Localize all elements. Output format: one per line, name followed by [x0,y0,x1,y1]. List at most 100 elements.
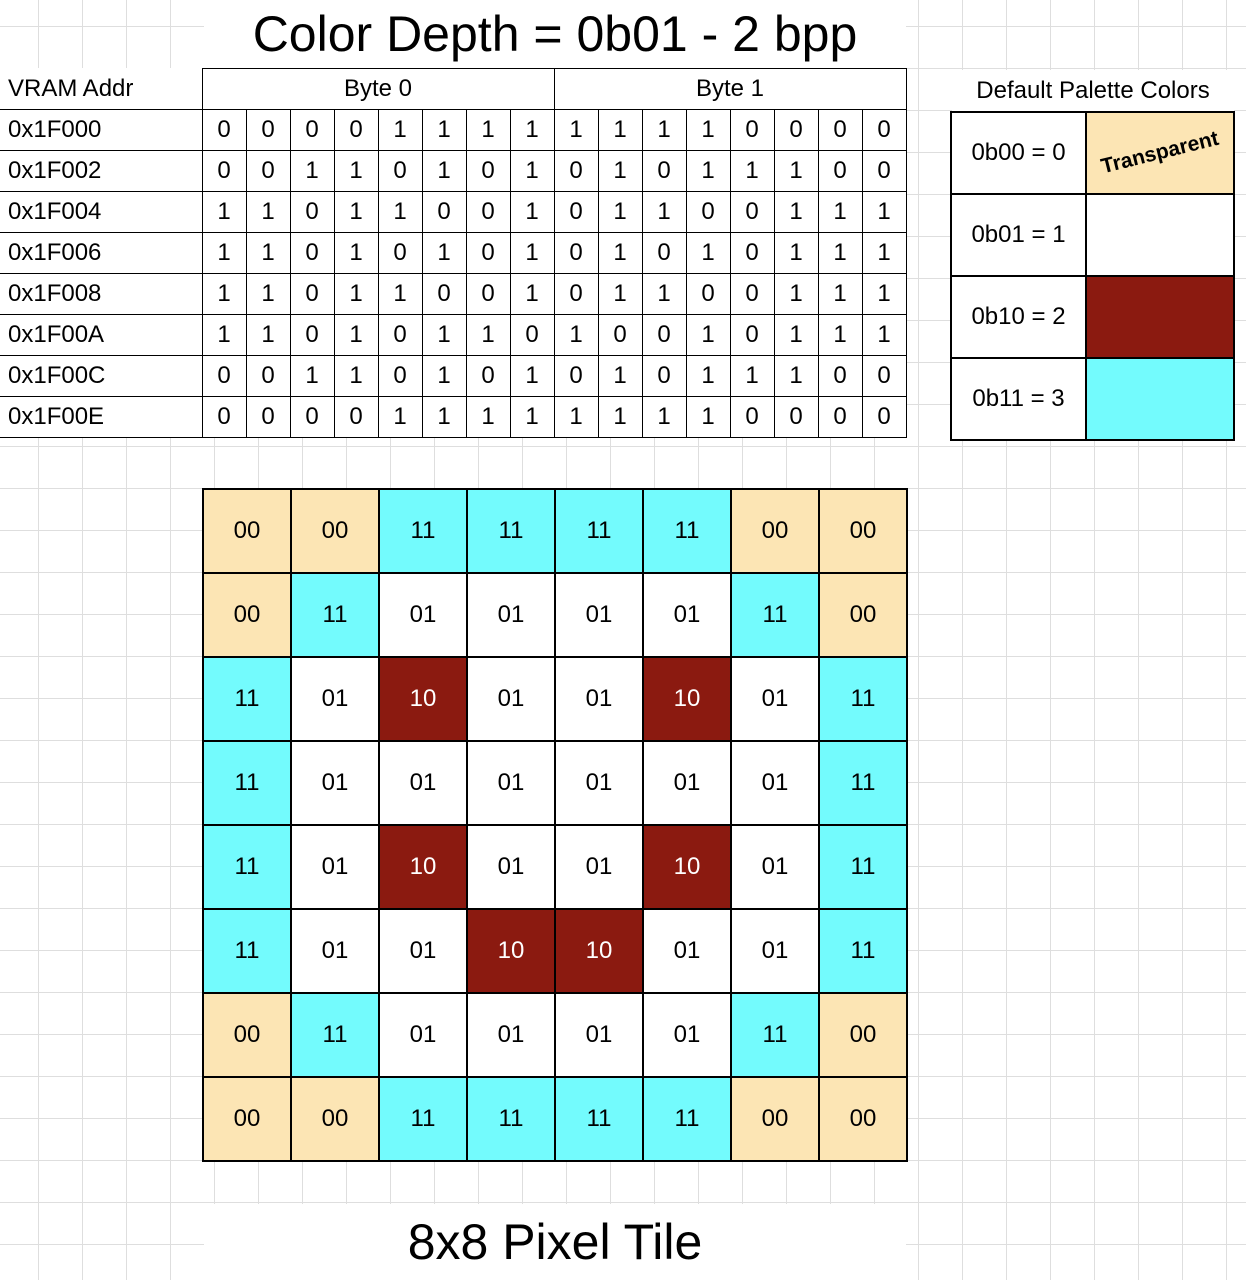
pixel-cell: 01 [730,908,820,994]
bit-cell: 1 [509,150,555,192]
bit-cell: 1 [289,150,335,192]
palette-entry: 0b00 = 0 Transparent [950,111,1235,195]
bit-cell: 0 [729,314,775,356]
bit-cell: 1 [597,191,643,233]
pixel-cell: 11 [378,1076,468,1162]
bit-cell: 1 [685,232,731,274]
vram-address: 0x1F002 [0,150,203,192]
pixel-cell: 01 [466,824,556,910]
bit-cell: 1 [817,273,863,315]
pixel-cell: 01 [554,824,644,910]
pixel-cell: 10 [378,656,468,742]
pixel-cell: 11 [554,1076,644,1162]
transparent-label: Transparent [1098,126,1221,179]
bit-cell: 0 [685,273,731,315]
bit-cell: 1 [773,355,819,397]
bit-cell: 1 [553,314,599,356]
pixel-cell: 01 [466,656,556,742]
vram-address: 0x1F00A [0,314,203,356]
pixel-cell: 11 [202,908,292,994]
tile-row: 11 01 10 01 01 10 01 11 [202,656,908,742]
bit-cell: 0 [377,150,423,192]
bit-cell: 1 [421,355,467,397]
pixel-cell: 01 [466,992,556,1078]
bit-cell: 0 [641,150,687,192]
pixel-cell: 10 [466,908,556,994]
bit-cell: 0 [729,273,775,315]
bit-cell: 1 [509,109,555,151]
pixel-cell: 00 [730,488,820,574]
pixel-cell: 00 [202,488,292,574]
bit-cell: 1 [333,355,379,397]
bit-cell: 1 [333,191,379,233]
bit-cell: 1 [685,355,731,397]
bit-cell: 0 [553,355,599,397]
pixel-cell: 11 [730,992,820,1078]
vram-row: 0x1F006 1 1 0 1 0 1 0 1 0 1 0 1 0 1 1 1 [0,232,907,274]
bit-cell: 1 [245,273,291,315]
palette-label: 0b01 = 1 [950,193,1087,277]
bit-cell: 0 [773,396,819,438]
pixel-cell: 11 [202,740,292,826]
bit-cell: 0 [245,109,291,151]
bit-cell: 1 [597,273,643,315]
bit-cell: 1 [245,232,291,274]
bit-cell: 0 [289,109,335,151]
tile-row: 00 00 11 11 11 11 00 00 [202,1076,908,1162]
palette-swatch: Transparent [1085,111,1235,195]
pixel-cell: 01 [554,656,644,742]
bit-cell: 1 [817,232,863,274]
bit-cell: 0 [377,355,423,397]
bit-cell: 1 [509,355,555,397]
byte-header: Byte 0 [201,68,555,110]
bit-cell: 0 [245,150,291,192]
bit-cell: 0 [465,273,511,315]
tile-caption: 8x8 Pixel Tile [204,1204,906,1280]
bit-cell: 1 [685,396,731,438]
bit-cell: 0 [729,232,775,274]
palette-swatch [1085,275,1235,359]
bit-cell: 0 [201,355,247,397]
pixel-cell: 10 [642,656,732,742]
pixel-cell: 00 [818,572,908,658]
bit-cell: 1 [597,396,643,438]
tile-row: 00 11 01 01 01 01 11 00 [202,572,908,658]
bit-cell: 0 [641,314,687,356]
pixel-cell: 10 [642,824,732,910]
bit-cell: 0 [465,191,511,233]
pixel-cell: 01 [642,992,732,1078]
bit-cell: 0 [729,191,775,233]
bit-cell: 0 [817,396,863,438]
bit-cell: 1 [861,232,907,274]
bit-cell: 0 [641,232,687,274]
bit-cell: 1 [817,191,863,233]
bit-cell: 0 [553,232,599,274]
bit-cell: 1 [333,232,379,274]
vram-address: 0x1F00C [0,355,203,397]
bit-cell: 1 [685,109,731,151]
bit-cell: 1 [773,314,819,356]
pixel-cell: 11 [466,488,556,574]
bit-cell: 1 [421,396,467,438]
palette-entry: 0b10 = 2 [950,275,1235,359]
bit-cell: 1 [201,232,247,274]
vram-addr-header: VRAM Addr [0,68,203,110]
tile-row: 11 01 01 01 01 01 01 11 [202,740,908,826]
byte-header: Byte 1 [553,68,907,110]
bit-cell: 1 [377,109,423,151]
pixel-cell: 11 [290,992,380,1078]
bit-cell: 0 [289,314,335,356]
pixel-cell: 11 [730,572,820,658]
bit-cell: 0 [729,109,775,151]
bit-cell: 1 [597,355,643,397]
pixel-cell: 11 [378,488,468,574]
bit-cell: 0 [377,314,423,356]
bit-cell: 1 [465,314,511,356]
bit-cell: 0 [641,355,687,397]
bit-cell: 1 [861,191,907,233]
bit-cell: 0 [509,314,555,356]
vram-address: 0x1F00E [0,396,203,438]
palette-table: 0b00 = 0 Transparent 0b01 = 1 0b10 = 2 0b11 … [950,111,1235,441]
bit-cell: 1 [553,396,599,438]
bit-cell: 0 [553,191,599,233]
